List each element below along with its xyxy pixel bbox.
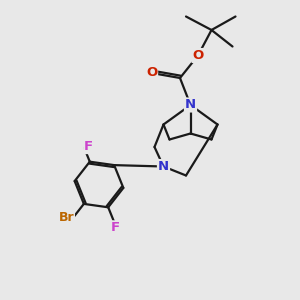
Text: N: N (158, 160, 169, 173)
Text: N: N (185, 98, 196, 112)
Text: O: O (192, 49, 204, 62)
Text: F: F (111, 221, 120, 234)
Text: Br: Br (58, 211, 74, 224)
Text: O: O (146, 65, 157, 79)
Text: F: F (84, 140, 93, 153)
